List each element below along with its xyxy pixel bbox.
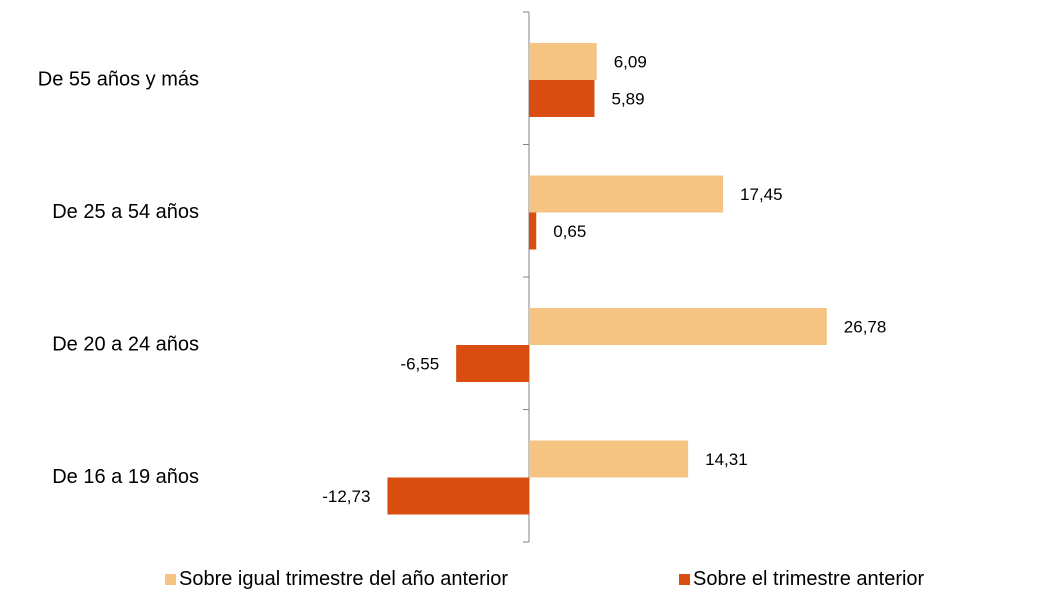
legend-item-series-1: Sobre igual trimestre del año anterior [165,568,508,591]
category-label: De 55 años y más [38,68,199,90]
data-label-series-1: 14,31 [705,450,748,469]
data-label-series-1: 17,45 [740,185,783,204]
category-label: De 16 a 19 años [52,466,199,488]
bar-series-1 [529,43,597,80]
data-label-series-2: -6,55 [400,355,439,374]
legend: Sobre igual trimestre del año anterior S… [0,568,1055,594]
data-label-series-2: 0,65 [553,222,586,241]
bar-chart: De 55 años y más 6,09 5,89 De 25 a 54 años 1… [38,11,887,543]
legend-swatch-series-2 [679,574,690,585]
legend-swatch-series-1 [165,574,176,585]
bar-series-1 [529,175,724,213]
bar-series-1 [529,308,827,345]
bar-series-2 [456,345,529,382]
legend-label-series-1: Sobre igual trimestre del año anterior [179,568,509,590]
data-label-series-1: 26,78 [844,318,887,337]
legend-label-series-2: Sobre el trimestre anterior [693,568,925,590]
data-label-series-2: -12,73 [322,487,370,506]
data-label-series-1: 6,09 [614,53,647,72]
data-label-series-2: 5,89 [611,90,644,109]
bar-series-2 [387,477,529,515]
bar-series-1 [529,440,689,478]
bar-series-2 [529,212,537,250]
legend-item-series-2: Sobre el trimestre anterior [679,568,924,591]
category-label: De 25 a 54 años [52,201,199,223]
bar-series-2 [529,80,595,117]
category-label: De 20 a 24 años [52,333,199,355]
